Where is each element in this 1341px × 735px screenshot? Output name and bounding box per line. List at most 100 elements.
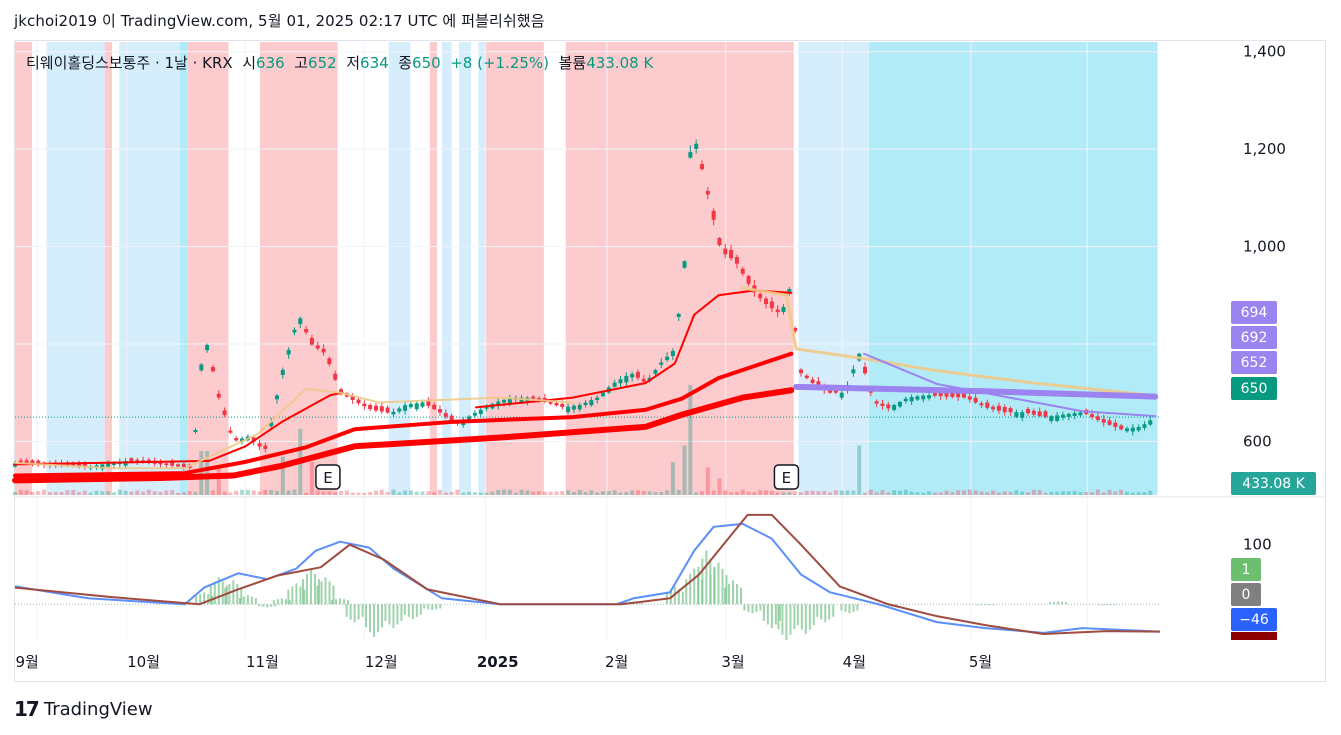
candle-body <box>496 401 501 406</box>
volume-bar <box>554 491 559 495</box>
candle-body <box>373 405 378 411</box>
volume-bar <box>30 492 35 495</box>
macd-histogram-bar <box>832 604 835 617</box>
volume-bar <box>187 491 192 495</box>
macd-histogram-bar <box>403 604 406 615</box>
candle-body <box>269 422 274 427</box>
volume-bar <box>688 385 693 495</box>
candle-body <box>1125 428 1130 432</box>
volume-bar <box>775 492 780 495</box>
badge-macd-hist-bg <box>1231 558 1261 581</box>
candle-body <box>1090 414 1095 418</box>
volume-bar <box>292 489 297 495</box>
moving-average-line <box>741 286 1157 398</box>
macd-histogram-bar <box>770 604 773 629</box>
volume-bar <box>472 492 477 495</box>
volume-bar <box>548 491 553 495</box>
macd-histogram-bar <box>697 566 700 605</box>
volume-bar <box>979 491 984 495</box>
macd-histogram-bar <box>423 604 426 609</box>
volume-bar <box>531 491 536 495</box>
candle-body <box>734 257 739 264</box>
candle-body <box>653 369 658 374</box>
time-tick-label: 2월 <box>605 653 628 671</box>
candle-body <box>903 398 908 402</box>
macd-histogram-bar <box>800 604 803 630</box>
candle-body <box>292 329 297 333</box>
volume-bar <box>1031 489 1036 495</box>
candle-body <box>729 249 734 259</box>
macd-histogram-bar <box>717 562 720 605</box>
macd-histogram-bar <box>407 604 410 617</box>
volume-bar <box>606 491 611 495</box>
volume-bar <box>507 489 512 495</box>
macd-histogram-bar <box>274 604 277 607</box>
volume-bar <box>1043 492 1048 495</box>
volume-bar <box>1002 491 1007 495</box>
volume-bar <box>205 451 210 495</box>
volume-bar <box>135 490 140 495</box>
macd-histogram-bar <box>709 575 712 605</box>
candle-body <box>77 463 82 467</box>
macd-histogram-bar <box>743 604 746 611</box>
candle-body <box>333 373 338 380</box>
session-band <box>104 42 113 495</box>
volume-bar <box>833 490 838 495</box>
volume-bar <box>711 490 716 495</box>
volume-bar <box>245 489 250 495</box>
volume-bar <box>839 490 844 495</box>
signal-line <box>14 513 1161 636</box>
candle-body <box>641 378 646 382</box>
session-bands <box>15 42 1158 495</box>
macd-histogram-bar <box>266 604 269 608</box>
macd-pane <box>14 513 1161 640</box>
volume-bar <box>851 490 856 495</box>
volume-bar <box>13 491 17 495</box>
volume-bar <box>438 489 443 495</box>
candle-body <box>880 403 885 406</box>
macd-histogram-bar <box>217 577 220 605</box>
candle-body <box>769 301 774 309</box>
candle-body <box>548 401 553 404</box>
session-band <box>187 42 229 495</box>
candle-body <box>350 396 355 400</box>
macd-histogram-bar <box>778 604 781 621</box>
candle-body <box>467 416 472 421</box>
volume-bar <box>146 489 151 495</box>
volume-bar <box>1014 490 1019 495</box>
candle-body <box>257 443 262 447</box>
candle-body <box>775 309 780 313</box>
volume-bar <box>88 492 93 495</box>
candle-body <box>1037 411 1042 417</box>
volume-bar <box>391 489 396 495</box>
volume-bar <box>944 490 949 495</box>
macd-histogram-bar <box>357 604 360 620</box>
session-band <box>798 42 869 495</box>
volume-bar <box>1125 491 1130 495</box>
session-band <box>429 42 438 495</box>
macd-histogram-bar <box>238 598 241 605</box>
legend-close: 650 <box>412 54 441 72</box>
moving-average-line <box>13 351 794 478</box>
volume-bar <box>635 490 640 495</box>
time-tick-label: 11월 <box>246 653 279 671</box>
candle-body <box>921 395 926 400</box>
volume-bar <box>938 492 943 495</box>
volume-bar <box>385 492 390 495</box>
macd-histogram-bar <box>254 598 257 605</box>
macd-histogram-bar <box>887 604 890 608</box>
moving-average-line <box>14 387 574 470</box>
macd-histogram-bar <box>335 599 338 605</box>
candle-body <box>304 328 309 333</box>
volume-bar <box>746 491 751 495</box>
candle-body <box>595 397 600 401</box>
candle-body <box>996 405 1001 411</box>
candle-body <box>484 406 489 409</box>
volume-bar <box>571 491 576 495</box>
candle-body <box>443 413 448 417</box>
candle-body <box>1107 420 1112 425</box>
volume-bar <box>257 491 262 495</box>
volume-bar <box>682 445 687 495</box>
